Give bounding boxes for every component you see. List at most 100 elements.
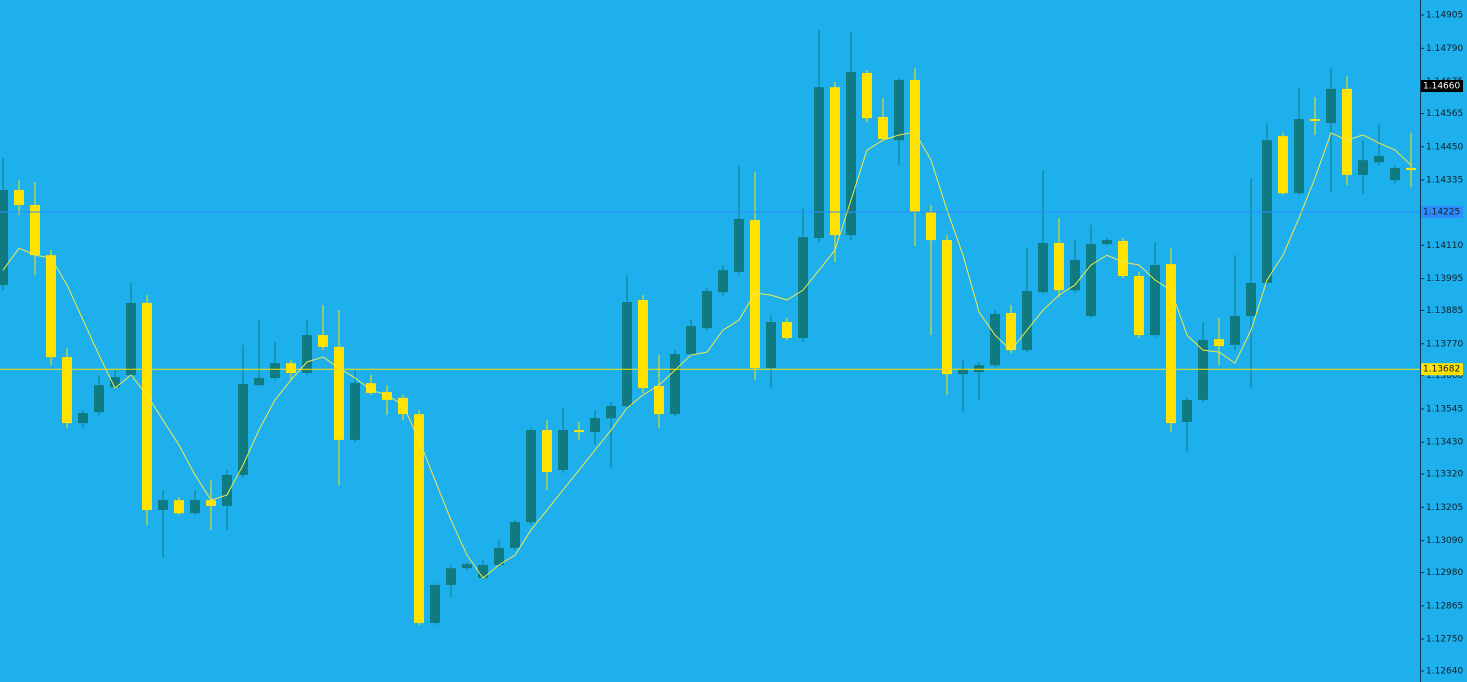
candle-body	[702, 291, 712, 329]
candle-body	[846, 72, 856, 236]
candle-body	[334, 346, 344, 440]
candle-body	[350, 383, 360, 440]
candle-body	[1390, 167, 1400, 181]
candle-body	[638, 300, 648, 389]
candle-body	[1246, 282, 1256, 316]
candle-body	[1102, 240, 1112, 245]
y-tick-label: 1.13770	[1426, 339, 1463, 349]
candle-body	[270, 363, 280, 378]
candle-body	[1198, 339, 1208, 400]
candle-body	[430, 584, 440, 623]
candle-body	[142, 302, 152, 510]
candle-body	[990, 313, 1000, 366]
candle-body	[1134, 275, 1144, 336]
candle-body	[238, 384, 248, 475]
candle-body	[206, 500, 216, 506]
candle-body	[1374, 156, 1384, 163]
candle-body	[14, 189, 24, 206]
candle-body	[158, 500, 168, 510]
candle-body	[446, 568, 456, 585]
candle-body	[1278, 136, 1288, 194]
candle-body	[1182, 399, 1192, 422]
candle-body	[366, 383, 376, 393]
price-line-label-box	[1421, 363, 1463, 376]
candle-body	[0, 189, 8, 285]
candle-body	[110, 377, 120, 388]
candle-body	[1070, 260, 1080, 291]
y-tick-label: 1.13885	[1426, 306, 1463, 316]
candle-body	[1054, 242, 1064, 291]
candle-body	[254, 377, 264, 386]
y-tick-label: 1.12750	[1426, 635, 1463, 645]
y-tick-label: 1.13320	[1426, 470, 1463, 480]
candle-body	[654, 386, 664, 415]
candle-body	[830, 87, 840, 236]
candle-body	[462, 564, 472, 569]
candle-body	[62, 357, 72, 424]
candle-body	[302, 335, 312, 374]
current-price-label: 1.14660	[1423, 82, 1460, 92]
candle-body	[814, 87, 824, 239]
candle-body	[606, 406, 616, 419]
y-tick-label: 1.13090	[1426, 536, 1463, 546]
candle-body	[750, 220, 760, 369]
candle-body	[1086, 244, 1096, 316]
candle-body	[926, 211, 936, 241]
candle-body	[670, 354, 680, 415]
candle-body	[1342, 88, 1352, 175]
candle-body	[798, 237, 808, 338]
y-tick-label: 1.13545	[1426, 404, 1463, 414]
candle-body	[622, 302, 632, 407]
candle-body	[942, 240, 952, 375]
candle-body	[478, 565, 488, 579]
candle-body	[1230, 315, 1240, 345]
candle-body	[78, 412, 88, 424]
candle-body	[1406, 167, 1416, 170]
candle-body	[1038, 242, 1048, 293]
candle-body	[1166, 264, 1176, 424]
y-tick-label: 1.12980	[1426, 568, 1463, 578]
candle-body	[878, 116, 888, 140]
current-price-box	[1421, 80, 1463, 93]
y-tick-label: 1.12865	[1426, 601, 1463, 611]
candle-body	[558, 430, 568, 471]
y-tick-label: 1.14335	[1426, 176, 1463, 186]
candle-body	[718, 270, 728, 293]
candle-body	[382, 392, 392, 400]
candle-body	[1118, 240, 1128, 276]
y-tick-label: 1.14450	[1426, 142, 1463, 152]
y-tick-label: 1.13660	[1426, 371, 1463, 381]
candle-body	[30, 205, 40, 256]
candle-body	[190, 500, 200, 514]
candle-body	[46, 255, 56, 358]
candle-body	[318, 335, 328, 347]
candle-body	[542, 430, 552, 473]
candle-body	[286, 363, 296, 374]
y-tick-label: 1.13995	[1426, 274, 1463, 284]
y-tick-label: 1.14565	[1426, 109, 1463, 119]
candle-body	[174, 500, 184, 514]
candle-body	[1326, 88, 1336, 124]
price-line-label: 1.14225	[1423, 207, 1460, 217]
ma-line	[2, 131, 1412, 579]
y-tick-label: 1.13430	[1426, 438, 1463, 448]
candle-body	[1310, 119, 1320, 122]
y-tick-label: 1.14790	[1426, 44, 1463, 54]
candle-body	[510, 522, 520, 548]
y-tick-label: 1.12640	[1426, 666, 1463, 676]
candle-body	[526, 430, 536, 523]
candle-body	[222, 474, 232, 506]
candle-body	[590, 418, 600, 433]
price-line-label: 1.13682	[1423, 365, 1460, 375]
y-tick-label: 1.13205	[1426, 503, 1463, 513]
candle-body	[1214, 339, 1224, 347]
price-line-label-box	[1421, 205, 1463, 218]
candle-body	[910, 79, 920, 212]
candle-body	[686, 326, 696, 355]
candle-body	[94, 385, 104, 413]
candle-body	[894, 79, 904, 141]
candle-body	[766, 322, 776, 369]
candle-body	[126, 302, 136, 376]
